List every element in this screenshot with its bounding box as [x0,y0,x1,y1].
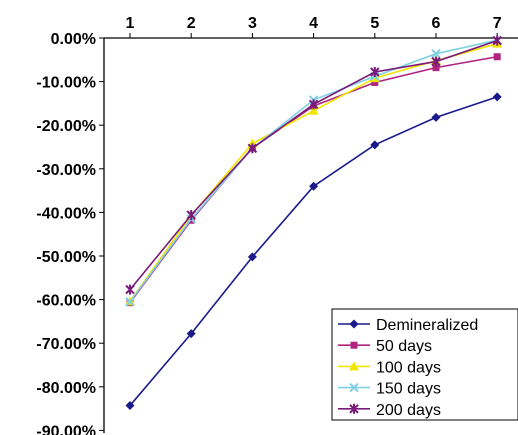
data-point [247,143,258,154]
series-line [129,55,498,304]
legend-item: 100 days [338,359,441,376]
x-axis-ticks: 1 2 3 4 5 6 7 [126,15,502,38]
data-point [308,99,319,110]
data-point [492,35,502,46]
legend-marker [350,341,358,349]
data-point [125,284,135,295]
data-point [247,252,257,262]
series-1 [125,92,502,411]
legend-label: 100 days [376,359,441,376]
data-point [186,210,196,221]
y-tick-label: -10.00% [36,75,96,92]
data-point [493,53,501,61]
data-point [431,56,441,67]
series-3 [125,38,503,306]
legend-label: 50 days [376,338,432,355]
x-tick-label: 2 [187,15,196,32]
x-tick-label: 4 [309,15,318,32]
legend-label: Demineralized [376,317,478,334]
x-tick-label: 5 [370,15,379,32]
data-point [432,64,440,72]
data-point [431,48,441,59]
x-tick-label: 7 [493,15,502,32]
data-point [125,401,135,411]
legend-item: 50 days [338,338,432,355]
y-tick-label: 0.00% [51,31,96,48]
series-line [129,39,498,291]
y-tick-label: -80.00% [36,380,96,397]
x-tick-label: 1 [126,15,135,32]
series-2 [126,53,501,307]
series-line [129,42,498,302]
x-tick-label: 3 [248,15,257,32]
legend-marker [349,361,359,371]
x-tick-label: 6 [432,15,441,32]
legend-label: 150 days [376,381,441,398]
series-5 [125,35,502,295]
y-tick-label: -20.00% [36,118,96,135]
legend-marker [349,382,359,393]
y-tick-label: -40.00% [36,205,96,222]
data-point [431,112,441,122]
data-point [308,105,319,115]
data-point [371,78,379,86]
legend-label: 200 days [376,402,441,419]
y-axis-ticks: 0.00% -10.00% -20.00% -30.00% -40.00% -50.00%… [36,31,104,435]
data-point [370,67,380,78]
data-point [125,297,135,307]
y-tick-label: -70.00% [36,336,96,353]
legend-box [331,308,518,421]
legend-item: Demineralized [338,317,478,334]
y-tick-label: -30.00% [36,162,96,179]
series-layer [125,35,503,411]
y-tick-label: -50.00% [36,249,96,266]
legend-marker [349,403,359,414]
data-point [492,92,502,102]
y-tick-label: -60.00% [36,293,96,310]
y-tick-label: -90.00% [36,423,96,435]
legend-item: 150 days [338,381,441,398]
data-point [186,329,196,339]
data-point [309,181,319,191]
legend: Demineralized 50 days 100 days 150 days 200 … [331,308,518,421]
series-line [129,39,498,303]
data-point [370,140,380,150]
series-4 [125,35,502,307]
legend-marker [349,319,359,329]
legend-item: 200 days [338,402,441,419]
